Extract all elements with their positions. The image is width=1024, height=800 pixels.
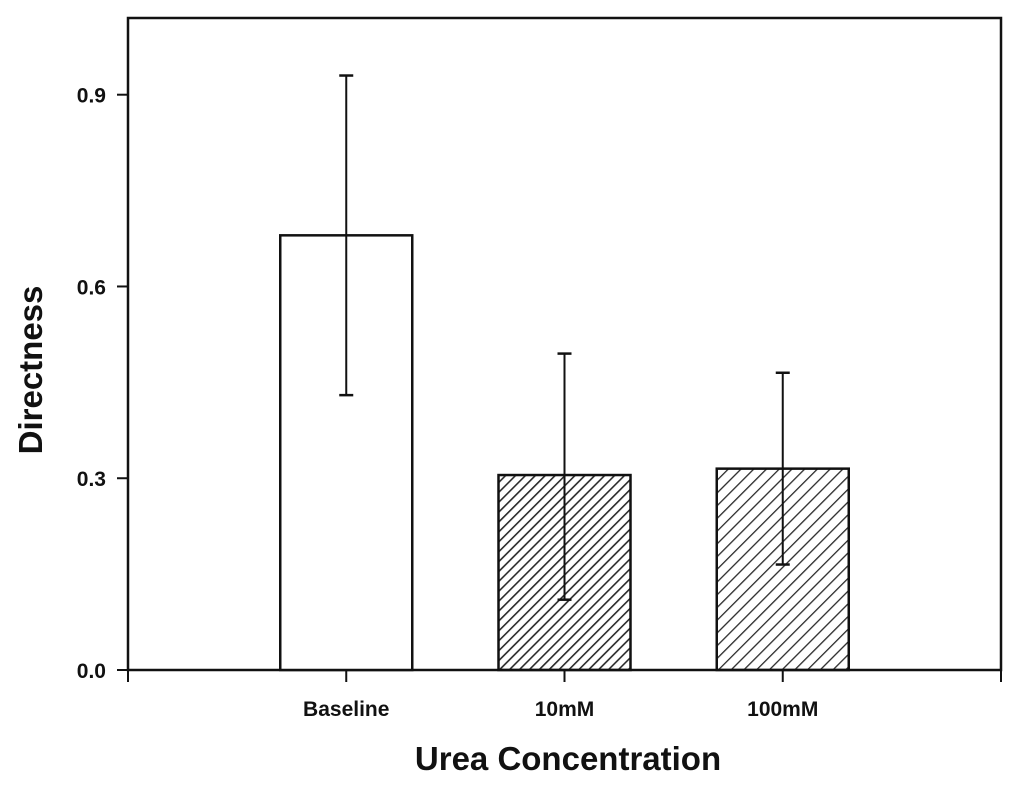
y-tick-label-2: 0.6	[77, 276, 106, 299]
x-tick-label-100mm: 100mM	[747, 698, 818, 721]
y-tick-label-0: 0.0	[77, 660, 106, 683]
x-axis-title: Urea Concentration	[415, 740, 721, 777]
x-ticks: Baseline 10mM 100mM	[127, 670, 1002, 721]
y-ticks: 0.0 0.3 0.6 0.9	[77, 85, 128, 683]
y-tick-label-3: 0.9	[77, 85, 106, 108]
error-bars	[339, 74, 790, 601]
y-tick-label-1: 0.3	[77, 468, 106, 491]
y-axis-title: Directness	[12, 286, 49, 455]
x-tick-label-baseline: Baseline	[303, 698, 389, 721]
x-tick-label-10mm: 10mM	[535, 698, 595, 721]
